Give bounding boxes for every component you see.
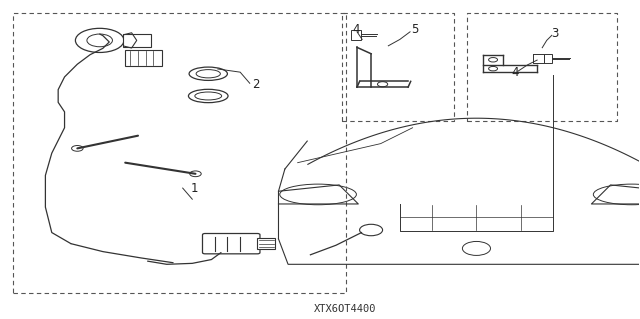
FancyBboxPatch shape <box>202 234 260 254</box>
Text: 1: 1 <box>191 182 198 195</box>
Text: XTX6OT4400: XTX6OT4400 <box>314 304 377 315</box>
Text: 3: 3 <box>551 26 559 40</box>
Bar <box>351 30 361 40</box>
Text: 4: 4 <box>511 66 518 79</box>
Bar <box>125 50 163 66</box>
Circle shape <box>189 171 201 177</box>
Circle shape <box>378 82 388 87</box>
Circle shape <box>463 241 490 256</box>
Text: 4: 4 <box>353 23 360 36</box>
Text: 5: 5 <box>411 23 418 36</box>
Bar <box>543 54 552 63</box>
Circle shape <box>360 224 383 236</box>
Circle shape <box>72 145 83 151</box>
Text: 2: 2 <box>252 78 259 91</box>
Circle shape <box>488 57 497 62</box>
Bar <box>257 238 275 249</box>
Bar <box>123 34 152 47</box>
Circle shape <box>488 66 497 71</box>
